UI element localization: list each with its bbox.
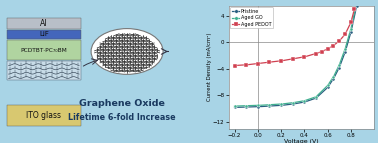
X-axis label: Voltage (V): Voltage (V) xyxy=(284,139,319,143)
Legend: Pristine, Aged GO, Aged PEDOT: Pristine, Aged GO, Aged PEDOT xyxy=(230,7,273,28)
Text: PCDTBT·PC₇₀BM: PCDTBT·PC₇₀BM xyxy=(20,48,67,52)
Text: Graphene Oxide: Graphene Oxide xyxy=(79,99,164,108)
Text: LiF: LiF xyxy=(39,31,49,37)
FancyBboxPatch shape xyxy=(7,61,81,80)
Text: Lifetime 6-fold Increase: Lifetime 6-fold Increase xyxy=(68,114,175,122)
Circle shape xyxy=(91,29,163,74)
FancyBboxPatch shape xyxy=(7,18,81,29)
FancyBboxPatch shape xyxy=(7,105,81,126)
Text: ITO glass: ITO glass xyxy=(26,111,61,120)
FancyBboxPatch shape xyxy=(7,30,81,39)
Y-axis label: Current Density (mA/cm²): Current Density (mA/cm²) xyxy=(206,33,212,102)
Text: Al: Al xyxy=(40,19,48,28)
FancyBboxPatch shape xyxy=(7,40,81,60)
